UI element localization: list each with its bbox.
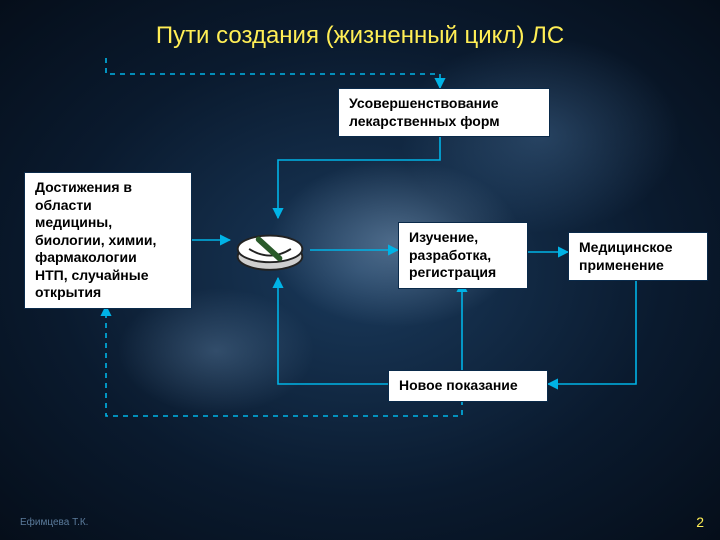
edge-bottom-pill (278, 278, 388, 384)
node-center: Изучение,разработка,регистрация (398, 222, 528, 289)
node-right: Медицинскоеприменение (568, 232, 708, 281)
node-left: Достижения вобластимедицины,биологии, хи… (24, 172, 192, 309)
page-number: 2 (696, 514, 704, 530)
footer-author: Ефимцева Т.К. (20, 517, 88, 528)
node-top: Усовершенствованиелекарственных форм (338, 88, 550, 137)
edge-right-bottom (548, 274, 636, 384)
edge-title-top (106, 58, 440, 88)
edge-top-pill (278, 132, 440, 218)
slide-title: Пути создания (жизненный цикл) ЛС (156, 22, 564, 50)
node-bottom: Новое показание (388, 370, 548, 402)
pill-icon (232, 220, 308, 274)
slide: Пути создания (жизненный цикл) ЛС Усовер… (0, 0, 720, 540)
